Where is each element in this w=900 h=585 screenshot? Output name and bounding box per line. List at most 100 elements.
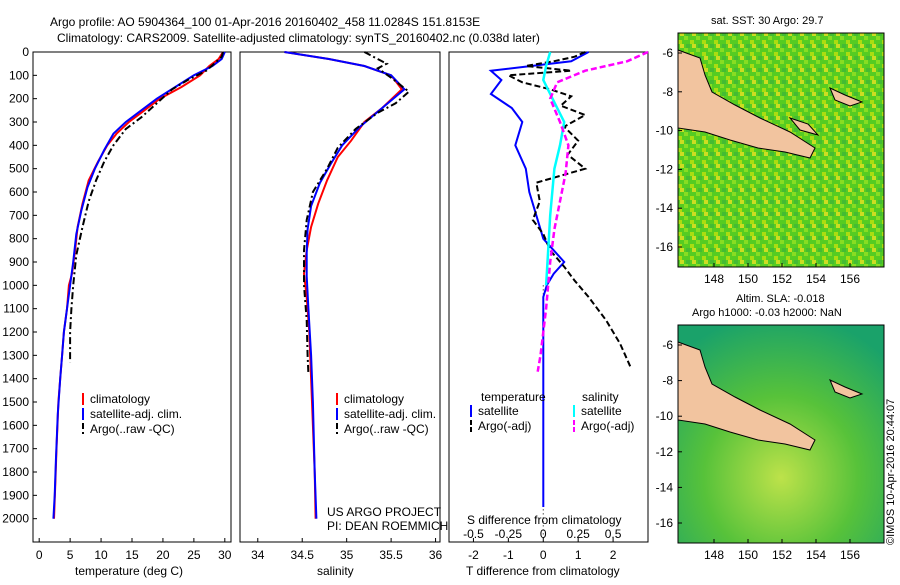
sla-lat-ticks: -6 -8 -10 -12 -14 -16	[656, 338, 682, 530]
map-lat-tick-label: -16	[656, 516, 674, 530]
depth-tick-label: 700	[9, 208, 29, 222]
s-difference-tick-label: -0.25	[495, 527, 523, 541]
salinity-tick-label: 34	[251, 548, 265, 562]
temperature-series-climatology	[53, 51, 224, 519]
legend-label-sat: satellite-adj. clim.	[344, 407, 436, 421]
map-lon-tick-label: 152	[772, 548, 792, 562]
figure-title-line1: Argo profile: AO 5904364_100 01-Apr-2016…	[50, 15, 480, 29]
legend-label-sat: satellite-adj. clim.	[90, 407, 182, 421]
map-lon-tick-label: 154	[806, 272, 826, 286]
salinity-axis-label: salinity	[317, 564, 354, 578]
sla-lon-ticks: 148 150 152 154 156	[704, 539, 860, 562]
depth-tick-label: 1100	[3, 302, 29, 316]
depth-tick-label: 1500	[2, 395, 29, 409]
legend-label-clim: climatology	[90, 392, 150, 406]
depth-tick-label: 400	[9, 138, 29, 152]
difference-panel-frame	[448, 51, 649, 543]
legend-head-salinity: salinity	[582, 390, 619, 404]
depth-tick-label: 1700	[2, 442, 29, 456]
t-difference-axis-label: T difference from climatology	[466, 564, 620, 578]
map-lon-tick-label: 150	[738, 272, 758, 286]
salinity-tick-label: 36	[429, 548, 443, 562]
map-lon-tick-label: 152	[772, 272, 792, 286]
depth-tick-label: 2000	[2, 512, 29, 526]
salinity-series-argo	[303, 51, 411, 375]
salinity-series-climatology	[284, 51, 404, 519]
map-lat-tick-label: -16	[656, 240, 674, 254]
depth-tick-label: 600	[9, 185, 29, 199]
map-lat-tick-label: -14	[656, 201, 674, 215]
t-difference-tick-label: -1	[503, 548, 514, 562]
map-lat-tick-label: -10	[656, 124, 674, 138]
depth-tick-label: 1200	[2, 325, 29, 339]
map-lat-tick-label: -14	[656, 480, 674, 494]
temperature-tick-label: 0	[36, 548, 43, 562]
salinity-series-satellite	[284, 51, 406, 519]
depth-tick-label: 200	[9, 92, 29, 106]
temperature-tick-label: 20	[156, 548, 170, 562]
depth-tick-label: 1600	[2, 418, 29, 432]
salinity-x-axis: 34 34.5 35 35.5 36	[251, 538, 443, 562]
temperature-tick-label: 25	[187, 548, 201, 562]
depth-tick-label: 300	[9, 115, 29, 129]
map-lon-tick-label: 154	[806, 548, 826, 562]
difference-legend: temperature salinity satellite Argo(-adj…	[470, 390, 634, 433]
map-lon-tick-label: 148	[704, 272, 724, 286]
depth-tick-label: 500	[9, 162, 29, 176]
difference-series-s-satellite	[541, 51, 566, 286]
legend-label-s-sat: satellite	[581, 404, 622, 418]
temperature-tick-label: 15	[125, 548, 139, 562]
t-difference-tick-label: -2	[468, 548, 479, 562]
legend-label-t-sat: satellite	[478, 404, 519, 418]
map-lon-tick-label: 156	[840, 548, 860, 562]
t-difference-tick-label: 2	[610, 548, 617, 562]
imos-footer: ©IMOS 10-Apr-2016 20:44:07	[885, 399, 897, 545]
credit-pi: PI: DEAN ROEMMICH	[327, 519, 448, 533]
legend-label-argo: Argo(..raw -QC)	[90, 422, 175, 436]
sla-map-title-line2: Argo h1000: -0.03 h2000: NaN	[692, 307, 842, 319]
depth-tick-label: 1400	[2, 372, 29, 386]
depth-tick-label: 100	[9, 68, 29, 82]
s-difference-axis-label: S difference from climatology	[467, 513, 622, 527]
temperature-x-axis: 0 5 10 15 20 25 30	[36, 538, 232, 562]
temperature-tick-label: 10	[94, 548, 108, 562]
map-lat-tick-label: -6	[662, 338, 673, 352]
temperature-legend: climatology satellite-adj. clim. Argo(..…	[82, 392, 182, 436]
s-difference-tick-label: 0.5	[605, 527, 622, 541]
depth-tick-label: 900	[9, 255, 29, 269]
depth-tick-label: 1800	[2, 465, 29, 479]
sst-lat-ticks: -6 -8 -10 -12 -14 -16	[656, 46, 682, 254]
legend-label-t-argo: Argo(-adj)	[478, 419, 531, 433]
salinity-legend: climatology satellite-adj. clim. Argo(..…	[336, 392, 436, 436]
temperature-series-argo	[69, 51, 224, 363]
map-lon-tick-label: 148	[704, 548, 724, 562]
map-lat-tick-label: -6	[662, 46, 673, 60]
map-lat-tick-label: -8	[662, 85, 673, 99]
legend-label-s-argo: Argo(-adj)	[581, 419, 634, 433]
depth-tick-label: 800	[9, 232, 29, 246]
map-lon-tick-label: 156	[840, 272, 860, 286]
map-lat-tick-label: -12	[656, 162, 674, 176]
salinity-tick-label: 34.5	[291, 548, 315, 562]
temperature-panel-frame	[32, 51, 232, 543]
sla-land-islands	[829, 379, 864, 399]
sst-map-title: sat. SST: 30 Argo: 29.7	[711, 15, 824, 27]
temperature-axis-label: temperature (deg C)	[75, 564, 183, 578]
sla-land	[677, 341, 816, 451]
salinity-tick-label: 35.5	[379, 548, 403, 562]
difference-series-t-argo	[504, 51, 632, 368]
temperature-tick-label: 30	[218, 548, 232, 562]
salinity-panel-frame	[239, 51, 441, 543]
depth-tick-label: 1900	[2, 488, 29, 502]
sst-land	[677, 49, 816, 159]
sst-lon-ticks: 148 150 152 154 156	[704, 263, 860, 286]
depth-tick-label: 1000	[2, 278, 29, 292]
sst-land-islands	[788, 87, 864, 136]
credit-project: US ARGO PROJECT	[327, 505, 442, 519]
legend-head-temperature: temperature	[481, 390, 546, 404]
t-difference-tick-label: 1	[575, 548, 582, 562]
map-lat-tick-label: -8	[662, 374, 673, 388]
map-lat-tick-label: -12	[656, 445, 674, 459]
temperature-tick-label: 5	[67, 548, 74, 562]
